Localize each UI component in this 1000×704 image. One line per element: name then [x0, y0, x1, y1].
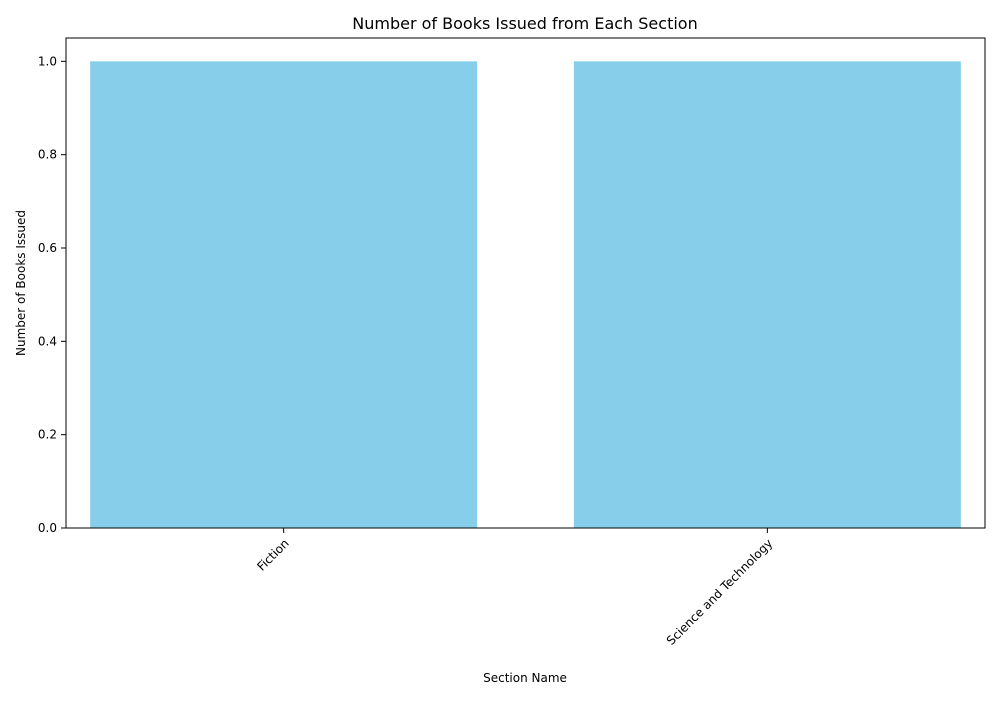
bar-1	[573, 61, 961, 528]
bars-layer	[90, 61, 961, 528]
y-tick-label-0: 0.0	[38, 521, 57, 535]
x-tick-label-0: Fiction	[254, 536, 291, 573]
y-axis-label: Number of Books Issued	[14, 210, 28, 356]
x-axis-ticks: Fiction Science and Technology	[254, 528, 775, 648]
y-tick-label-1: 0.2	[38, 428, 57, 442]
x-axis-label: Section Name	[483, 671, 567, 685]
y-tick-label-4: 0.8	[38, 148, 57, 162]
chart-title: Number of Books Issued from Each Section	[352, 14, 697, 33]
y-tick-label-5: 1.0	[38, 54, 57, 68]
y-tick-label-3: 0.6	[38, 241, 57, 255]
y-axis-ticks: 0.0 0.2 0.4 0.6 0.8 1.0	[38, 54, 66, 535]
plot-frame	[65, 37, 986, 529]
y-tick-label-2: 0.4	[38, 334, 57, 348]
bar-0	[90, 61, 478, 528]
x-tick-label-1: Science and Technology	[664, 536, 776, 648]
